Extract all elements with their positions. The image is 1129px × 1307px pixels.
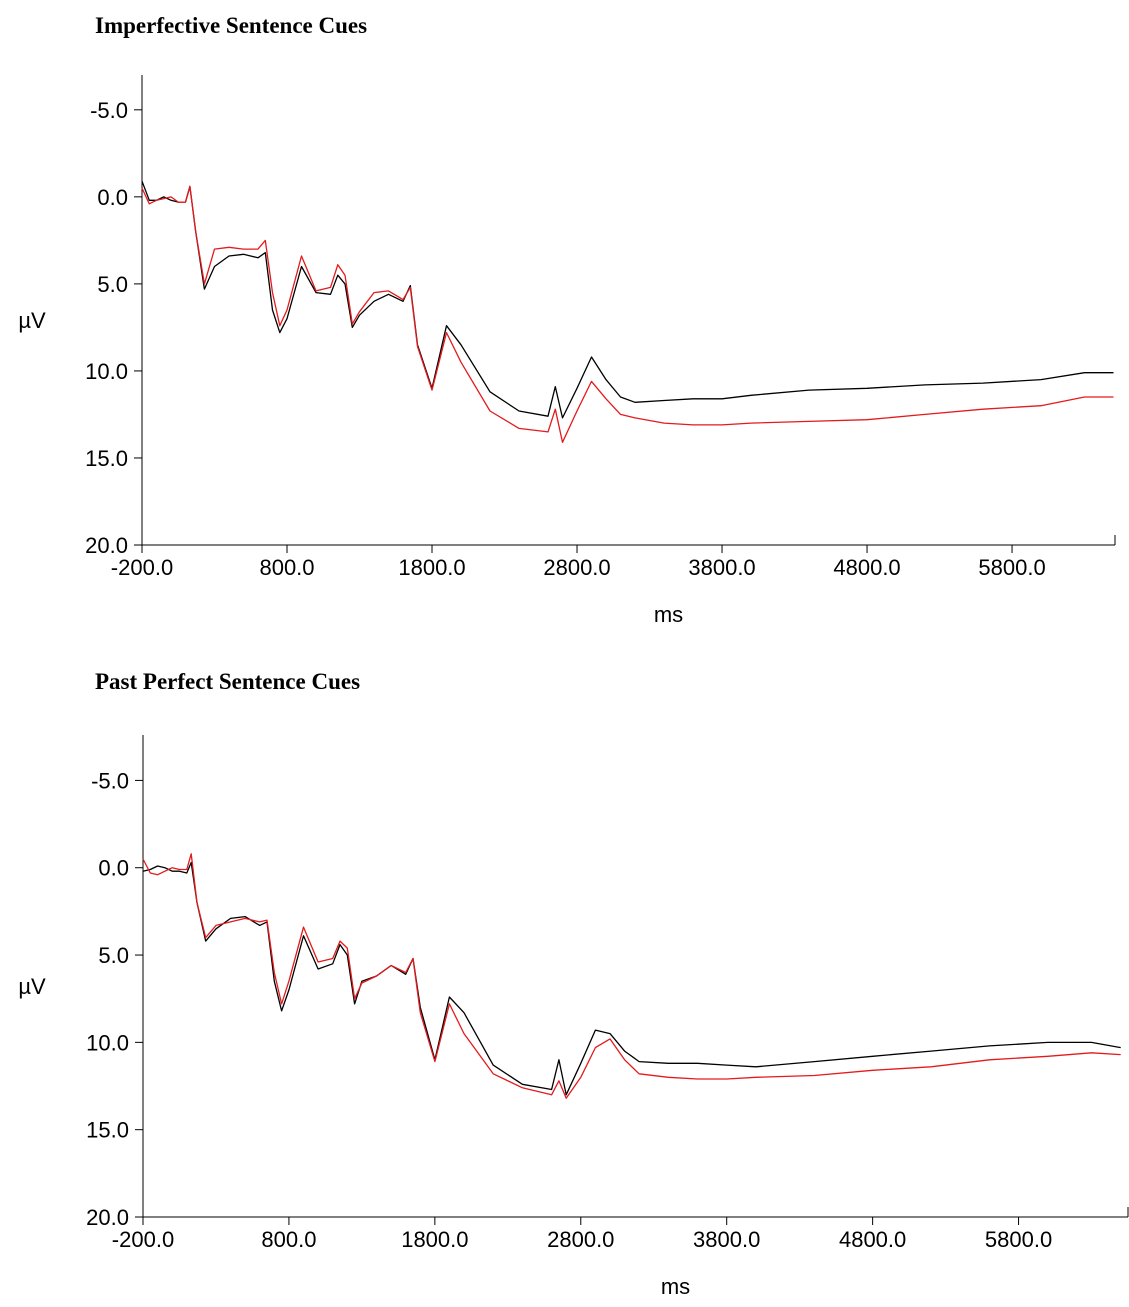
chart-title: Imperfective Sentence Cues	[95, 13, 367, 38]
waveform	[141, 180, 1114, 419]
y-tick-label: 10.0	[86, 1030, 129, 1055]
x-tick-label: 5800.0	[985, 1227, 1052, 1252]
x-tick-label: 3800.0	[693, 1227, 760, 1252]
x-tick-label: -200.0	[111, 555, 173, 580]
y-tick-label: 10.0	[85, 359, 128, 384]
y-tick-label: 0.0	[97, 185, 128, 210]
chart-title: Past Perfect Sentence Cues	[95, 669, 360, 694]
x-tick-label: 4800.0	[833, 555, 900, 580]
x-tick-label: 2800.0	[547, 1227, 614, 1252]
x-tick-label: 1800.0	[401, 1227, 468, 1252]
y-tick-label: 20.0	[85, 533, 128, 558]
y-tick-label: -5.0	[90, 98, 128, 123]
x-axis-label: ms	[661, 1274, 690, 1299]
x-tick-label: 800.0	[261, 1227, 316, 1252]
waveform	[142, 861, 1121, 1096]
x-tick-label: 5800.0	[978, 555, 1045, 580]
x-axis-label: ms	[654, 602, 683, 627]
waveform	[142, 853, 1121, 1099]
y-tick-label: 15.0	[86, 1118, 129, 1143]
x-tick-label: 4800.0	[839, 1227, 906, 1252]
y-tick-label: 5.0	[98, 943, 129, 968]
x-tick-label: 3800.0	[688, 555, 755, 580]
x-tick-label: -200.0	[112, 1227, 174, 1252]
y-tick-label: 15.0	[85, 446, 128, 471]
y-tick-label: 0.0	[98, 856, 129, 881]
x-tick-label: 2800.0	[543, 555, 610, 580]
y-axis-label: µV	[18, 974, 46, 999]
waveform	[141, 185, 1114, 443]
y-tick-label: 20.0	[86, 1205, 129, 1230]
x-tick-label: 1800.0	[398, 555, 465, 580]
y-axis-label: µV	[18, 308, 46, 333]
y-tick-label: 5.0	[97, 272, 128, 297]
y-tick-label: -5.0	[91, 768, 129, 793]
x-tick-label: 800.0	[259, 555, 314, 580]
